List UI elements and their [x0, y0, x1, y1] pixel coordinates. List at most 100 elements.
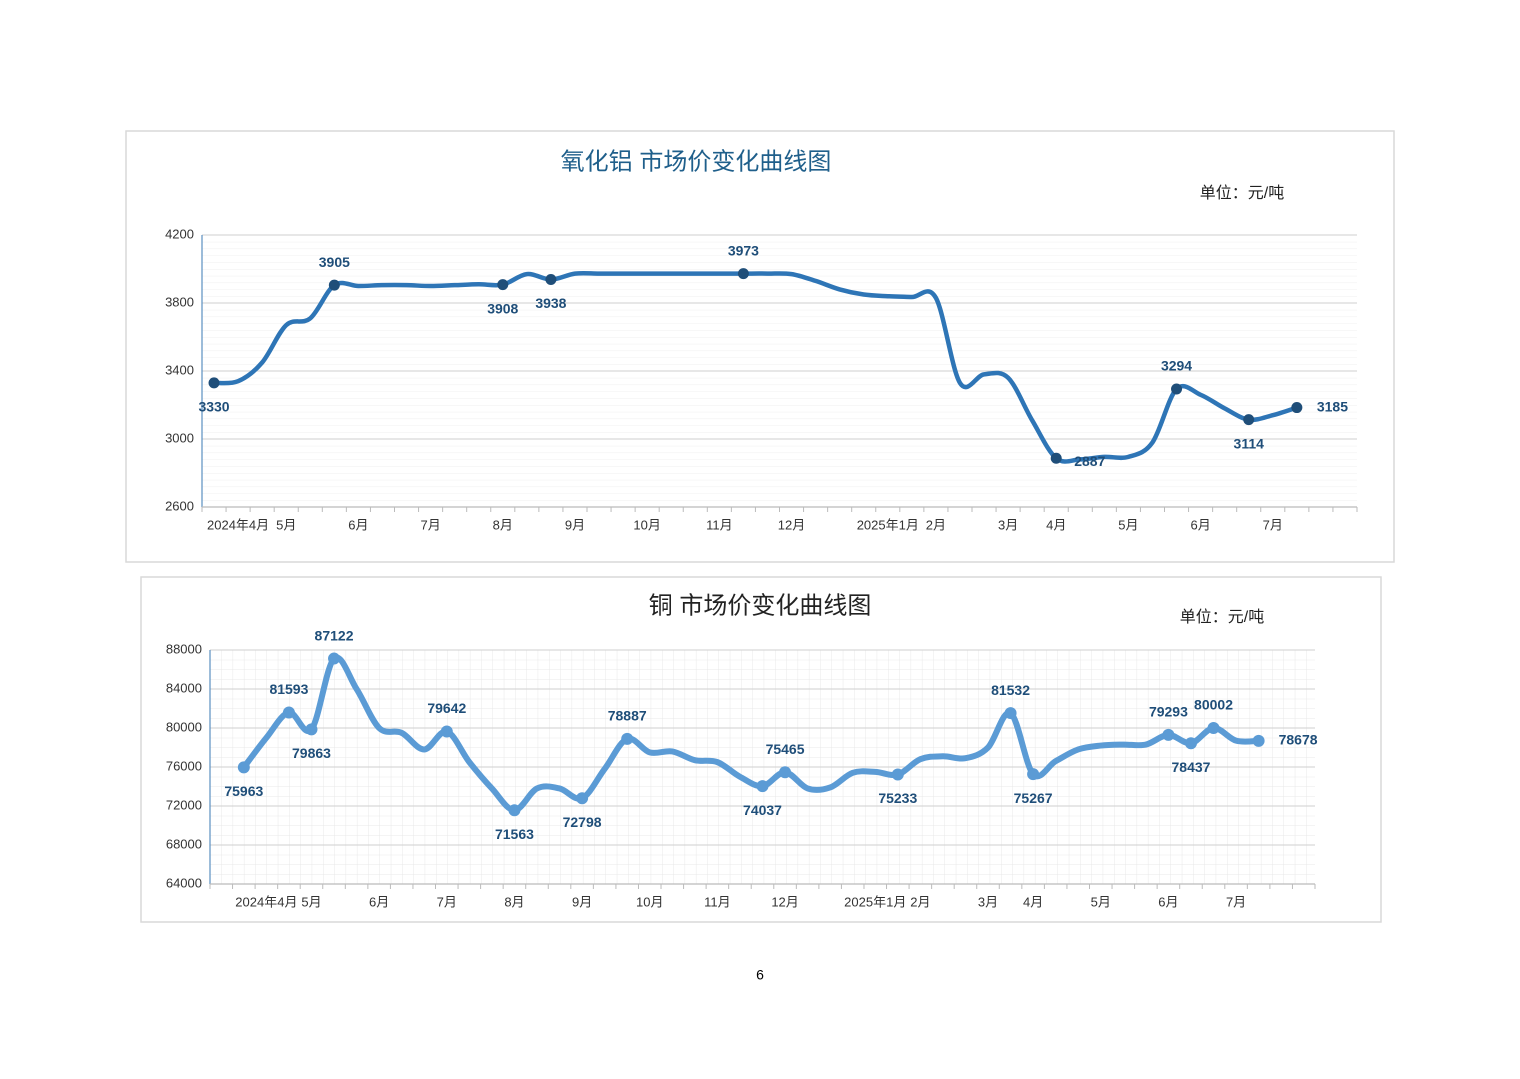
y-tick-label: 3000: [165, 430, 194, 445]
data-label: 2887: [1074, 453, 1105, 469]
x-tick-label: 5月: [301, 894, 321, 909]
x-tick-label: 4月: [1023, 894, 1043, 909]
x-tick-label: 2月: [926, 517, 946, 532]
data-point: [1050, 452, 1062, 464]
data-label: 78887: [608, 708, 647, 724]
data-label: 74037: [743, 802, 782, 818]
x-tick-label: 2025年1月: [857, 517, 919, 532]
data-label: 3973: [728, 242, 759, 258]
data-point: [576, 792, 589, 805]
data-point: [1162, 728, 1175, 741]
y-tick-label: 84000: [166, 680, 202, 695]
data-point: [779, 766, 792, 779]
x-tick-label: 9月: [572, 894, 592, 909]
data-point: [891, 768, 904, 781]
x-tick-label: 5月: [1091, 894, 1111, 909]
x-tick-label: 4月: [1046, 517, 1066, 532]
data-label: 75465: [766, 741, 805, 757]
y-tick-label: 80000: [166, 719, 202, 734]
data-label: 75963: [224, 783, 263, 799]
data-point: [621, 732, 634, 745]
data-label: 75267: [1014, 790, 1053, 806]
data-point: [282, 706, 295, 719]
data-point: [1291, 402, 1303, 414]
data-label: 3908: [487, 300, 518, 316]
unit-label: 单位：元/吨: [1200, 184, 1284, 202]
x-tick-label: 3月: [978, 894, 998, 909]
x-tick-label: 8月: [504, 894, 524, 909]
x-tick-label: 5月: [1118, 517, 1138, 532]
data-label: 3114: [1234, 435, 1265, 451]
data-point: [1171, 383, 1183, 395]
x-tick-label: 6月: [1190, 517, 1210, 532]
series-line: [240, 654, 1262, 814]
data-label: 72798: [563, 814, 602, 830]
data-label: 81593: [269, 681, 308, 697]
data-label: 87122: [315, 627, 354, 643]
data-point: [1027, 768, 1040, 781]
x-tick-label: 6月: [1158, 894, 1178, 909]
data-label: 71563: [495, 826, 534, 842]
y-tick-label: 3800: [165, 294, 194, 309]
x-tick-label: 7月: [437, 894, 457, 909]
data-label: 3905: [319, 254, 350, 270]
data-point: [1207, 721, 1220, 734]
data-point: [1184, 737, 1197, 750]
x-tick-label: 8月: [493, 517, 513, 532]
x-tick-label: 3月: [998, 517, 1018, 532]
data-label: 79863: [292, 745, 331, 761]
x-tick-label: 12月: [771, 894, 798, 909]
unit-label: 单位：元/吨: [1180, 608, 1264, 626]
x-tick-label: 5月: [276, 517, 296, 532]
data-label: 78437: [1172, 759, 1211, 775]
y-tick-label: 4200: [165, 226, 194, 241]
data-point: [440, 725, 453, 738]
x-tick-label: 2024年4月: [235, 894, 297, 909]
data-point: [545, 274, 557, 286]
y-tick-label: 3400: [165, 362, 194, 377]
data-point: [1004, 707, 1017, 720]
y-tick-label: 72000: [166, 797, 202, 812]
y-tick-label: 76000: [166, 758, 202, 773]
x-tick-label: 10月: [636, 894, 663, 909]
data-point: [1243, 414, 1255, 426]
data-label: 3294: [1161, 358, 1192, 374]
chart-title: 氧化铝 市场价变化曲线图: [561, 148, 832, 175]
data-point: [737, 268, 749, 280]
data-label: 79293: [1149, 704, 1188, 720]
x-tick-label: 6月: [369, 894, 389, 909]
x-tick-label: 2月: [910, 894, 930, 909]
chart-title: 铜 市场价变化曲线图: [649, 592, 872, 619]
data-label: 80002: [1194, 697, 1233, 713]
y-tick-label: 88000: [166, 641, 202, 656]
y-tick-label: 68000: [166, 836, 202, 851]
data-point: [1252, 734, 1265, 747]
data-label: 79642: [427, 700, 466, 716]
x-tick-label: 7月: [1226, 894, 1246, 909]
data-point: [756, 780, 769, 793]
data-point: [208, 377, 220, 389]
x-tick-label: 10月: [633, 517, 660, 532]
data-label: 78678: [1279, 732, 1318, 748]
x-tick-label: 7月: [420, 517, 440, 532]
x-tick-label: 12月: [778, 517, 805, 532]
x-tick-label: 6月: [348, 517, 368, 532]
x-tick-label: 11月: [704, 894, 731, 909]
data-label: 3938: [535, 295, 566, 311]
y-tick-label: 64000: [166, 875, 202, 890]
data-label: 3185: [1317, 398, 1348, 414]
data-label: 75233: [878, 790, 917, 806]
x-tick-label: 2024年4月: [207, 517, 269, 532]
x-tick-label: 2025年1月: [844, 894, 906, 909]
x-tick-label: 9月: [565, 517, 585, 532]
data-label: 3330: [198, 399, 229, 415]
data-point: [497, 279, 509, 291]
data-label: 81532: [991, 682, 1030, 698]
data-point: [508, 804, 521, 817]
data-point: [305, 723, 318, 736]
x-tick-label: 7月: [1263, 517, 1283, 532]
x-tick-label: 11月: [706, 517, 733, 532]
data-point: [237, 761, 250, 774]
